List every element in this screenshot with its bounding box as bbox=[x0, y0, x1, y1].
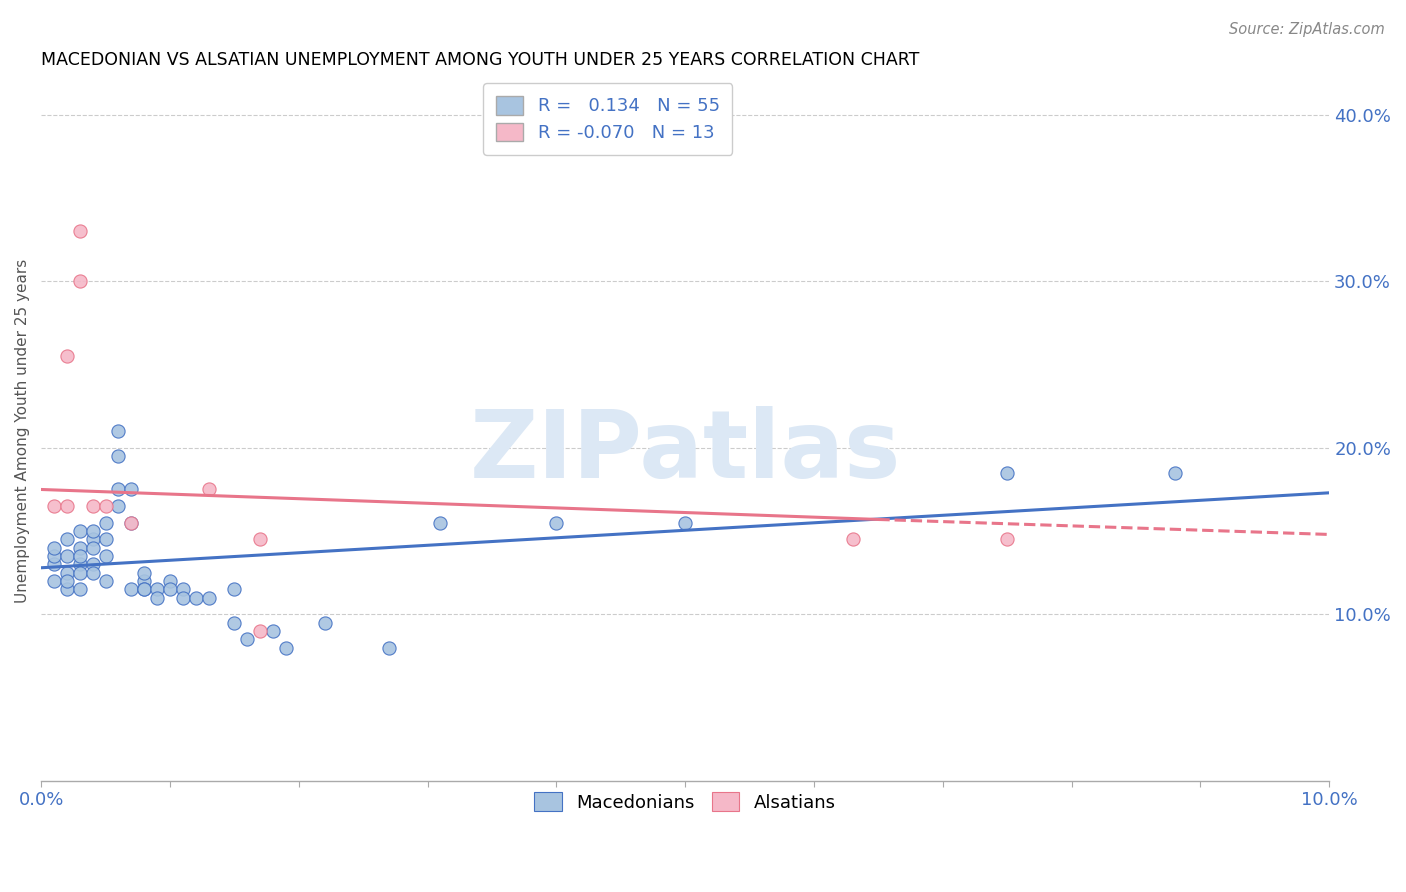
Point bbox=[197, 591, 219, 605]
Point bbox=[69, 558, 91, 572]
Point bbox=[314, 615, 336, 630]
Point bbox=[69, 524, 91, 538]
Point bbox=[69, 224, 91, 238]
Point bbox=[107, 424, 129, 438]
Point bbox=[69, 541, 91, 555]
Point bbox=[42, 574, 65, 588]
Point bbox=[134, 566, 156, 580]
Point bbox=[107, 499, 129, 513]
Point bbox=[69, 566, 91, 580]
Point bbox=[56, 533, 79, 547]
Point bbox=[236, 632, 259, 647]
Point bbox=[56, 582, 79, 597]
Point bbox=[42, 541, 65, 555]
Point bbox=[82, 533, 104, 547]
Point bbox=[995, 466, 1018, 480]
Point bbox=[82, 524, 104, 538]
Point bbox=[172, 582, 194, 597]
Point bbox=[42, 499, 65, 513]
Point bbox=[159, 574, 181, 588]
Point bbox=[146, 591, 169, 605]
Point bbox=[249, 533, 271, 547]
Legend: Macedonians, Alsatians: Macedonians, Alsatians bbox=[522, 780, 849, 824]
Y-axis label: Unemployment Among Youth under 25 years: Unemployment Among Youth under 25 years bbox=[15, 259, 30, 603]
Point bbox=[134, 582, 156, 597]
Point bbox=[94, 533, 117, 547]
Point bbox=[120, 516, 142, 530]
Point bbox=[69, 274, 91, 288]
Point bbox=[56, 549, 79, 563]
Point bbox=[94, 516, 117, 530]
Point bbox=[56, 499, 79, 513]
Point bbox=[82, 566, 104, 580]
Point bbox=[107, 483, 129, 497]
Point bbox=[69, 549, 91, 563]
Text: Source: ZipAtlas.com: Source: ZipAtlas.com bbox=[1229, 22, 1385, 37]
Point bbox=[673, 516, 696, 530]
Point bbox=[56, 574, 79, 588]
Point bbox=[56, 349, 79, 363]
Text: MACEDONIAN VS ALSATIAN UNEMPLOYMENT AMONG YOUTH UNDER 25 YEARS CORRELATION CHART: MACEDONIAN VS ALSATIAN UNEMPLOYMENT AMON… bbox=[41, 51, 920, 69]
Point bbox=[120, 582, 142, 597]
Point bbox=[42, 549, 65, 563]
Point bbox=[995, 533, 1018, 547]
Point bbox=[56, 566, 79, 580]
Point bbox=[146, 582, 169, 597]
Point bbox=[274, 640, 297, 655]
Point bbox=[429, 516, 451, 530]
Point bbox=[224, 615, 246, 630]
Point bbox=[69, 582, 91, 597]
Point bbox=[249, 624, 271, 638]
Point bbox=[94, 574, 117, 588]
Point bbox=[94, 549, 117, 563]
Point bbox=[172, 591, 194, 605]
Point bbox=[120, 483, 142, 497]
Point bbox=[262, 624, 284, 638]
Point bbox=[134, 582, 156, 597]
Text: ZIPatlas: ZIPatlas bbox=[470, 406, 901, 498]
Point bbox=[107, 449, 129, 463]
Point bbox=[841, 533, 863, 547]
Point bbox=[197, 483, 219, 497]
Point bbox=[159, 582, 181, 597]
Point bbox=[82, 558, 104, 572]
Point bbox=[82, 499, 104, 513]
Point bbox=[94, 499, 117, 513]
Point bbox=[42, 558, 65, 572]
Point bbox=[224, 582, 246, 597]
Point bbox=[120, 516, 142, 530]
Point bbox=[82, 541, 104, 555]
Point bbox=[546, 516, 568, 530]
Point bbox=[134, 574, 156, 588]
Point bbox=[184, 591, 207, 605]
Point bbox=[378, 640, 401, 655]
Point bbox=[1163, 466, 1185, 480]
